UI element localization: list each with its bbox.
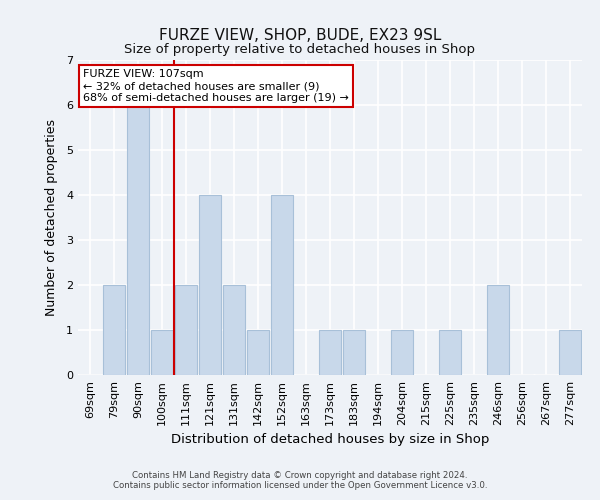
Bar xyxy=(343,330,365,375)
Bar xyxy=(391,330,413,375)
Bar xyxy=(223,285,245,375)
Bar xyxy=(439,330,461,375)
Bar xyxy=(127,105,149,375)
Bar xyxy=(319,330,341,375)
Bar xyxy=(271,195,293,375)
Bar xyxy=(559,330,581,375)
Bar xyxy=(175,285,197,375)
Text: Size of property relative to detached houses in Shop: Size of property relative to detached ho… xyxy=(125,42,476,56)
Bar xyxy=(487,285,509,375)
Bar xyxy=(247,330,269,375)
Text: FURZE VIEW: 107sqm
← 32% of detached houses are smaller (9)
68% of semi-detached: FURZE VIEW: 107sqm ← 32% of detached hou… xyxy=(83,70,349,102)
Bar xyxy=(103,285,125,375)
Bar xyxy=(151,330,173,375)
Bar xyxy=(199,195,221,375)
X-axis label: Distribution of detached houses by size in Shop: Distribution of detached houses by size … xyxy=(171,434,489,446)
Text: Contains HM Land Registry data © Crown copyright and database right 2024.
Contai: Contains HM Land Registry data © Crown c… xyxy=(113,470,487,490)
Text: FURZE VIEW, SHOP, BUDE, EX23 9SL: FURZE VIEW, SHOP, BUDE, EX23 9SL xyxy=(159,28,441,42)
Y-axis label: Number of detached properties: Number of detached properties xyxy=(44,119,58,316)
